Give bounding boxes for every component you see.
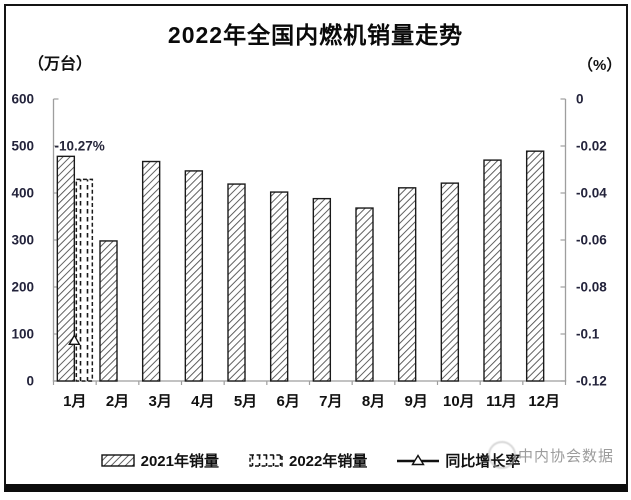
bar-2021 bbox=[56, 155, 76, 382]
right-axis-tick-label: -0.04 bbox=[576, 186, 607, 201]
left-axis-unit-label: （万台） bbox=[28, 56, 93, 73]
bar-2021 bbox=[312, 197, 332, 382]
left-axis-tick-label: 300 bbox=[11, 233, 34, 248]
bar-2021 bbox=[525, 150, 545, 382]
legend-item-3: 同比增长率 bbox=[397, 450, 520, 471]
growth-rate-marker bbox=[68, 333, 81, 346]
legend-swatch-2021 bbox=[100, 454, 135, 467]
legend-item-2: 2022年销量 bbox=[249, 450, 367, 471]
annotation-growth-rate: -10.27% bbox=[55, 138, 105, 153]
left-axis-tick-label: 0 bbox=[26, 374, 34, 389]
left-axis-tick-label: 500 bbox=[11, 139, 34, 154]
x-axis-label: 7月 bbox=[319, 393, 342, 410]
right-axis-tick-label: -0.1 bbox=[576, 327, 600, 342]
right-axis-tick-label: -0.06 bbox=[576, 233, 607, 248]
bar-2021 bbox=[227, 183, 246, 382]
bar-2021 bbox=[397, 187, 417, 382]
x-axis-label: 3月 bbox=[148, 393, 171, 410]
right-axis-tick-label: -0.08 bbox=[576, 280, 607, 295]
chart-title: 2022年全国内燃机销量走势 bbox=[167, 22, 464, 48]
x-axis-label: 8月 bbox=[362, 393, 385, 410]
bar-2022 bbox=[75, 178, 94, 382]
x-axis-label: 10月 bbox=[443, 393, 475, 410]
bar-2021 bbox=[355, 207, 374, 382]
right-axis-unit-label: （%） bbox=[578, 57, 622, 74]
bar-2021 bbox=[184, 170, 204, 382]
legend-swatch-2022 bbox=[249, 454, 283, 467]
bar-2021 bbox=[269, 191, 289, 382]
x-axis-label: 12月 bbox=[528, 393, 560, 410]
chart-legend: 2021年销量 2022年销量 同比增长率 bbox=[0, 450, 621, 471]
x-axis-label: 4月 bbox=[191, 393, 214, 410]
right-axis-tick-label: -0.12 bbox=[576, 374, 607, 389]
x-axis-label: 11月 bbox=[486, 393, 517, 410]
legend-item-1: 2021年销量 bbox=[100, 450, 219, 471]
legend-label-1: 2021年销量 bbox=[140, 453, 219, 470]
left-axis-tick-label: 600 bbox=[11, 92, 34, 107]
bar-2021 bbox=[99, 240, 118, 382]
plot-area: 0 100 200 300 400 500 600 0 -0.02 -0.04 -0.06 -0.08… bbox=[11, 92, 607, 411]
legend-label-3: 同比增长率 bbox=[445, 453, 521, 470]
left-axis-tick-label: 200 bbox=[11, 280, 34, 295]
left-axis-tick-label: 100 bbox=[11, 327, 34, 342]
legend-swatch-growth bbox=[397, 454, 440, 466]
legend-label-2: 2022年销量 bbox=[288, 453, 368, 470]
left-axis-tick-label: 400 bbox=[11, 186, 34, 201]
x-axis-label: 5月 bbox=[234, 393, 257, 410]
bar-2021 bbox=[141, 160, 161, 382]
x-axis-label: 1月 bbox=[63, 393, 86, 410]
x-axis-label: 2月 bbox=[106, 393, 129, 410]
right-axis-tick-label: 0 bbox=[576, 92, 584, 107]
bar-2021 bbox=[440, 182, 460, 382]
x-axis-label: 6月 bbox=[276, 393, 299, 410]
right-axis-tick-label: -0.02 bbox=[576, 139, 607, 154]
x-axis-label: 9月 bbox=[404, 393, 427, 410]
bar-2021 bbox=[483, 159, 502, 382]
